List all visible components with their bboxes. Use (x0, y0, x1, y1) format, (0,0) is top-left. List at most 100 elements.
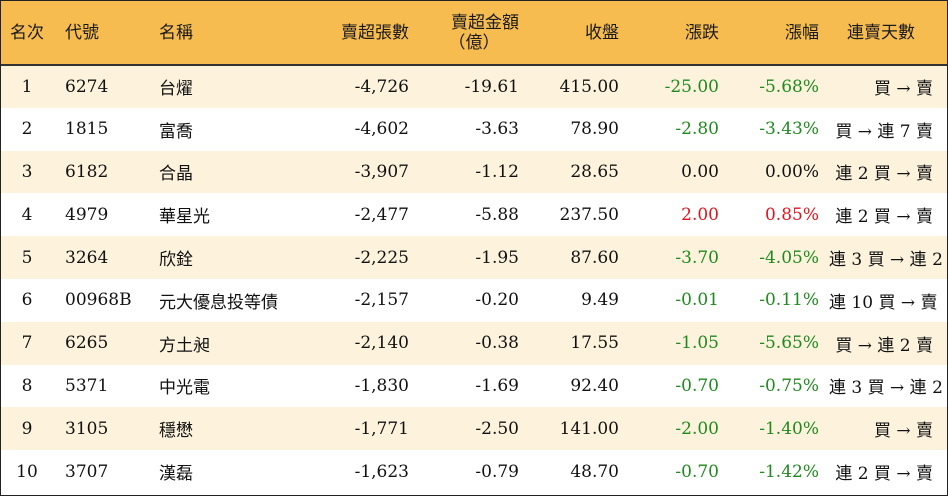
table-row: 4 4979 華星光 -2,477 -5.88 237.50 2.00 0.85% 連 2 買 … (1, 193, 947, 237)
table-row: 1 6274 台燿 -4,726 -19.61 415.00 -25.00 -5.68% 買 →… (1, 65, 947, 108)
header-close: 收盤 (529, 1, 629, 66)
cell-name: 元大優息投等債 (159, 292, 278, 313)
table-row: 9 3105 穩懋 -1,771 -2.50 141.00 -2.00 -1.40% 買 → 賣 (1, 407, 947, 451)
cell-rank: 3 (21, 161, 33, 182)
cell-sell-amount: -19.61 (464, 76, 519, 97)
cell-code: 6274 (65, 76, 109, 97)
cell-close: 78.90 (570, 119, 619, 140)
cell-sell-amount: -3.63 (475, 119, 519, 140)
cell-name: 台燿 (159, 79, 193, 100)
cell-change: -25.00 (664, 76, 719, 97)
cell-days: 連 10 買 → 賣 (829, 292, 938, 313)
cell-name: 穩懋 (159, 421, 193, 442)
header-rank: 名次 (1, 1, 53, 66)
table-row: 5 3264 欣銓 -2,225 -1.95 87.60 -3.70 -4.05% 連 3 買 … (1, 236, 948, 279)
table-body: 1 6274 台燿 -4,726 -19.61 415.00 -25.00 -5.68% 買 →… (1, 65, 948, 493)
cell-pct: 0.85% (764, 204, 819, 225)
table-row: 3 6182 合晶 -3,907 -1.12 28.65 0.00 0.00% 連 2 買 → … (1, 150, 947, 194)
cell-pct: -1.40% (759, 418, 819, 439)
cell-change: -0.70 (675, 375, 719, 396)
cell-sell-qty: -2,225 (354, 247, 409, 268)
cell-sell-qty: -2,140 (354, 333, 409, 354)
cell-name: 中光電 (159, 378, 210, 399)
cell-change: -2.80 (675, 119, 719, 140)
cell-change: 0.00 (681, 161, 719, 182)
table-row: 6 00968B 元大優息投等債 -2,157 -0.20 9.49 -0.01 -0.11%… (1, 278, 947, 322)
cell-sell-qty: -3,907 (354, 161, 409, 182)
cell-code: 5371 (65, 375, 109, 396)
header-name: 名稱 (145, 1, 299, 66)
cell-sell-qty: -4,726 (354, 76, 409, 97)
cell-days: 買 → 賣 (873, 79, 933, 100)
cell-sell-amount: -5.88 (475, 204, 519, 225)
cell-name: 漢磊 (159, 464, 193, 485)
cell-sell-amount: -2.50 (475, 418, 519, 439)
cell-pct: -5.68% (759, 76, 819, 97)
header-sell-amount: 賣超金額 （億） (419, 1, 529, 66)
cell-name: 欣銓 (159, 250, 193, 271)
cell-days: 連 3 買 → 連 2 賣 (829, 378, 948, 399)
cell-close: 48.70 (570, 461, 619, 482)
cell-close: 28.65 (570, 161, 619, 182)
cell-rank: 1 (21, 76, 33, 97)
cell-pct: -1.42% (759, 461, 819, 482)
cell-pct: 0.00% (764, 161, 819, 182)
cell-change: -3.70 (675, 247, 719, 268)
cell-rank: 7 (21, 333, 33, 354)
cell-pct: -0.75% (759, 375, 819, 396)
header-sell-amount-line1: 賣超金額 (451, 12, 519, 33)
cell-sell-qty: -4,602 (354, 119, 409, 140)
cell-sell-amount: -1.95 (475, 247, 519, 268)
cell-rank: 9 (21, 418, 33, 439)
cell-days: 連 2 買 → 賣 (835, 207, 933, 228)
cell-sell-qty: -1,623 (354, 461, 409, 482)
cell-rank: 10 (16, 461, 38, 482)
table-row: 10 3707 漢磊 -1,623 -0.79 48.70 -0.70 -1.42% 連 2 買… (1, 450, 947, 493)
cell-close: 141.00 (559, 418, 619, 439)
cell-pct: -5.65% (759, 333, 819, 354)
cell-code: 3707 (65, 461, 109, 482)
header-sell-amount-line2: （億） (448, 32, 500, 53)
header-days: 連賣天數 (829, 1, 947, 66)
cell-pct: -0.11% (759, 290, 819, 311)
cell-rank: 8 (21, 375, 33, 396)
cell-change: -1.05 (675, 333, 719, 354)
table-header: 名次 代號 名稱 賣超張數 賣超金額 （億） 收盤 漲跌 漲幅 連賣天數 (1, 1, 947, 66)
cell-sell-amount: -0.20 (475, 290, 519, 311)
table-row: 8 5371 中光電 -1,830 -1.69 92.40 -0.70 -0.75% 連 3 買… (1, 364, 948, 408)
cell-sell-qty: -2,477 (354, 204, 409, 225)
cell-change: -0.01 (675, 290, 719, 311)
cell-name: 富喬 (159, 121, 193, 142)
cell-name: 合晶 (159, 164, 193, 185)
cell-days: 買 → 賣 (873, 421, 933, 442)
cell-rank: 4 (21, 204, 33, 225)
cell-pct: -4.05% (759, 247, 819, 268)
cell-rank: 5 (21, 247, 33, 268)
cell-sell-qty: -2,157 (354, 290, 409, 311)
cell-code: 00968B (65, 290, 132, 311)
cell-code: 1815 (65, 119, 109, 140)
table-row: 2 1815 富喬 -4,602 -3.63 78.90 -2.80 -3.43% 買 → 連 … (1, 107, 947, 151)
cell-change: 2.00 (681, 204, 719, 225)
cell-sell-qty: -1,771 (354, 418, 409, 439)
cell-rank: 6 (21, 290, 33, 311)
cell-name: 方土昶 (159, 335, 210, 356)
table-row: 7 6265 方土昶 -2,140 -0.38 17.55 -1.05 -5.65% 買 → 連… (1, 321, 947, 365)
cell-days: 連 2 買 → 賣 (835, 164, 933, 185)
cell-code: 3264 (65, 247, 109, 268)
cell-close: 92.40 (570, 375, 619, 396)
header-change: 漲跌 (629, 1, 729, 66)
cell-sell-amount: -0.79 (475, 461, 519, 482)
cell-close: 17.55 (570, 333, 619, 354)
cell-code: 6265 (65, 333, 109, 354)
cell-close: 87.60 (570, 247, 619, 268)
cell-days: 連 2 買 → 賣 (835, 464, 933, 485)
cell-close: 9.49 (581, 290, 619, 311)
cell-sell-amount: -1.69 (475, 375, 519, 396)
cell-rank: 2 (21, 119, 33, 140)
header-row: 名次 代號 名稱 賣超張數 賣超金額 （億） 收盤 漲跌 漲幅 連賣天數 (1, 1, 947, 66)
cell-sell-amount: -1.12 (475, 161, 519, 182)
cell-change: -2.00 (675, 418, 719, 439)
cell-close: 415.00 (559, 76, 619, 97)
